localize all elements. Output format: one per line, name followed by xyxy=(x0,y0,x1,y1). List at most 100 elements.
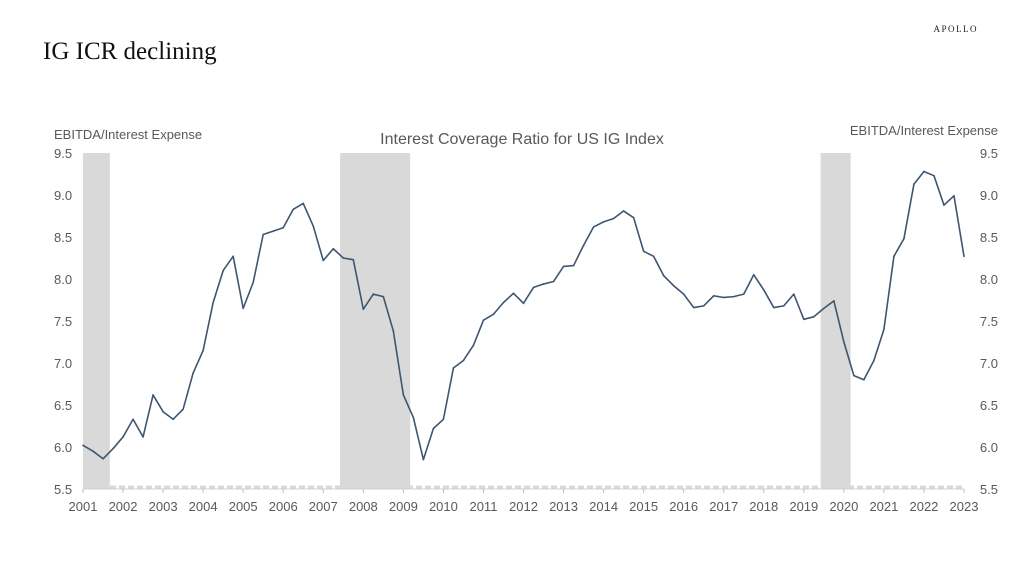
data-point xyxy=(692,306,695,309)
y-tick-label-left: 9.0 xyxy=(54,188,72,203)
recession-band xyxy=(820,153,851,489)
data-point xyxy=(362,308,365,311)
data-point xyxy=(752,274,755,276)
data-point xyxy=(192,372,194,374)
data-point xyxy=(252,281,254,284)
data-point xyxy=(572,264,575,267)
x-tick-label: 2023 xyxy=(950,499,979,514)
data-point xyxy=(843,341,845,343)
data-point xyxy=(102,457,104,460)
chart-title: Interest Coverage Ratio for US IG Index xyxy=(380,131,664,148)
data-point xyxy=(342,257,345,259)
y-axis-label-right: EBITDA/Interest Expense xyxy=(850,123,998,138)
x-tick-label: 2006 xyxy=(269,499,298,514)
data-point xyxy=(482,319,485,321)
data-point xyxy=(823,307,825,310)
data-point xyxy=(212,301,214,304)
x-tick-label: 2009 xyxy=(389,499,418,514)
x-tick-label: 2010 xyxy=(429,499,458,514)
data-point xyxy=(923,170,925,173)
axes: 2001 2002 2003 2004 2005 2006 2007 2008 2009 2010… xyxy=(54,146,998,514)
data-point xyxy=(282,226,285,229)
data-point xyxy=(512,292,515,295)
data-point xyxy=(542,283,545,285)
data-point xyxy=(232,255,234,258)
y-tick-label-right: 7.0 xyxy=(980,356,998,371)
y-tick-label-left: 7.0 xyxy=(54,356,72,371)
data-point xyxy=(442,418,445,421)
data-point xyxy=(162,410,164,413)
x-tick-label: 2004 xyxy=(189,499,218,514)
data-point xyxy=(522,302,525,305)
data-point xyxy=(122,436,124,438)
data-point xyxy=(452,367,455,369)
data-point xyxy=(562,265,565,268)
recession-band xyxy=(340,153,411,489)
data-point xyxy=(662,274,665,277)
y-tick-label-right: 8.5 xyxy=(980,230,998,245)
data-point xyxy=(732,295,735,298)
data-point xyxy=(262,233,265,236)
data-point xyxy=(612,217,615,220)
data-point xyxy=(702,305,705,307)
x-tick-label: 2015 xyxy=(629,499,658,514)
data-point xyxy=(472,344,475,347)
data-point xyxy=(722,296,725,299)
data-point xyxy=(933,174,935,177)
data-point xyxy=(432,427,435,430)
data-point xyxy=(632,216,635,219)
data-point xyxy=(913,183,915,185)
y-tick-label-left: 9.5 xyxy=(54,146,72,161)
data-point xyxy=(502,301,505,304)
y-tick-label-left: 6.0 xyxy=(54,440,72,455)
x-tick-label: 2022 xyxy=(909,499,938,514)
data-point xyxy=(903,237,905,240)
data-point xyxy=(332,247,335,250)
y-tick-label-right: 8.0 xyxy=(980,272,998,287)
x-tick-label: 2007 xyxy=(309,499,338,514)
x-tick-label: 2002 xyxy=(109,499,138,514)
data-point xyxy=(762,289,765,291)
x-tick-label: 2016 xyxy=(669,499,698,514)
data-point xyxy=(202,349,204,352)
x-tick-label: 2017 xyxy=(709,499,738,514)
data-point xyxy=(602,221,605,223)
data-point xyxy=(402,394,405,396)
data-point xyxy=(352,258,355,261)
x-tick-label: 2018 xyxy=(749,499,778,514)
data-point xyxy=(142,436,144,438)
data-point xyxy=(803,318,805,321)
y-tick-label-left: 6.5 xyxy=(54,398,72,413)
data-point xyxy=(422,458,425,461)
y-axis-label-left: EBITDA/Interest Expense xyxy=(54,127,202,142)
y-tick-label-left: 8.0 xyxy=(54,272,72,287)
data-point xyxy=(782,305,785,307)
series xyxy=(82,170,965,461)
y-tick-label-left: 7.5 xyxy=(54,314,72,329)
data-point xyxy=(292,208,295,211)
recession-bands xyxy=(83,153,851,489)
y-tick-label-right: 9.5 xyxy=(980,146,998,161)
apollo-logo: APOLLO xyxy=(933,24,978,34)
data-point xyxy=(592,226,595,228)
y-tick-label-left: 8.5 xyxy=(54,230,72,245)
data-point xyxy=(622,210,625,212)
data-point xyxy=(302,202,305,205)
data-point xyxy=(953,195,955,197)
data-point xyxy=(742,293,745,295)
x-tick-label: 2021 xyxy=(869,499,898,514)
data-point xyxy=(462,359,465,362)
data-point xyxy=(682,293,685,295)
data-point xyxy=(112,447,114,450)
y-tick-label-right: 5.5 xyxy=(980,482,998,497)
data-point xyxy=(392,330,395,332)
data-point xyxy=(582,244,585,247)
data-point xyxy=(182,408,184,411)
data-point xyxy=(793,293,795,295)
data-point xyxy=(863,379,865,381)
data-point xyxy=(943,204,945,206)
data-point xyxy=(382,295,385,298)
data-point xyxy=(672,284,675,287)
data-point xyxy=(312,225,315,227)
